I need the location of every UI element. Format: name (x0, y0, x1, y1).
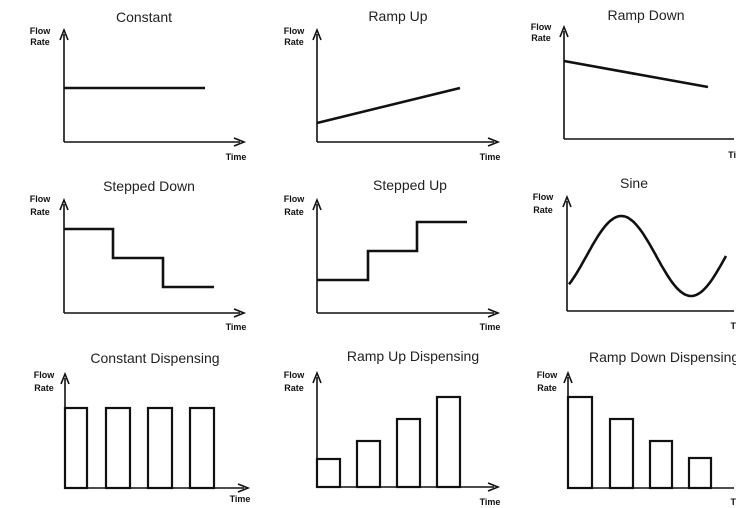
x-axis-label: Time (480, 497, 501, 507)
panel-title: Sine (620, 175, 648, 191)
panel-title: Stepped Up (373, 177, 447, 193)
y-axis-label-line1: Flow (284, 194, 305, 204)
x-axis-label: Ti (728, 150, 736, 160)
dispense-bar (687, 456, 713, 490)
x-axis-label: Time (226, 322, 247, 332)
dispense-bar (63, 406, 89, 490)
y-axis-label-line2: Rate (531, 33, 551, 43)
y-axis-label-line1: Flow (30, 26, 51, 36)
x-axis-label: Time (230, 494, 251, 504)
y-axis-label-line2: Rate (30, 37, 50, 47)
flow-profile-line (64, 227, 214, 289)
y-axis (562, 194, 572, 311)
y-axis (59, 27, 69, 142)
panel-title: Stepped Down (103, 178, 195, 194)
y-axis-label-line1: Flow (34, 370, 55, 380)
y-axis-label-line1: Flow (284, 370, 305, 380)
panel-constant-dispensing: Constant Dispensing Flow Rate Time (34, 350, 251, 504)
x-axis-label: T (731, 321, 736, 331)
y-axis-label-line1: Flow (537, 370, 558, 380)
dispense-bar (608, 417, 635, 490)
flow-profile-line (317, 220, 467, 282)
panel-title: Ramp Down (607, 7, 684, 23)
x-axis (317, 137, 501, 147)
x-axis-label: Time (480, 322, 501, 332)
dispense-bar (395, 417, 422, 489)
y-axis-label-line2: Rate (30, 207, 50, 217)
dispense-bar (435, 395, 462, 489)
panel-ramp-down: Ramp Down Flow Rate Ti (531, 7, 736, 160)
panel-stepped-down: Stepped Down Flow Rate Time (30, 178, 247, 332)
y-axis (312, 27, 322, 142)
panel-ramp-down-dispensing: Ramp Down Dispensing Flow Rate T (537, 349, 736, 507)
x-axis-label: Time (480, 152, 501, 162)
y-axis-label-line2: Rate (284, 37, 304, 47)
dispense-bar (566, 395, 594, 490)
dispense-bar (146, 406, 174, 490)
dispense-bar (355, 439, 382, 489)
panel-title: Ramp Up Dispensing (347, 348, 479, 364)
panel-stepped-up: Stepped Up Flow Rate Time (284, 177, 501, 332)
y-axis-label-line1: Flow (30, 194, 51, 204)
dispense-bar (104, 406, 132, 490)
x-axis-label: T (731, 497, 736, 507)
y-axis-label-line2: Rate (284, 383, 304, 393)
flow-profile-line (567, 214, 728, 298)
y-axis-label-line2: Rate (284, 207, 304, 217)
y-axis (59, 197, 69, 313)
flow-profile-line (316, 86, 461, 125)
y-axis-label-line1: Flow (533, 192, 554, 202)
y-axis-label-line1: Flow (531, 22, 552, 32)
panel-title: Ramp Down Dispensing (589, 349, 736, 365)
y-axis-label-line1: Flow (284, 26, 305, 36)
y-axis-label-line2: Rate (34, 383, 54, 393)
x-axis (64, 308, 247, 318)
dispense-bar (188, 406, 216, 490)
y-axis (559, 24, 569, 139)
panel-ramp-up: Ramp Up Flow Rate Time (284, 8, 501, 162)
panel-title: Constant (116, 9, 172, 25)
x-axis (64, 137, 247, 147)
panel-constant: Constant Flow Rate Time (30, 9, 247, 162)
x-axis (317, 308, 501, 318)
y-axis-label-line2: Rate (537, 383, 557, 393)
flow-profile-line (563, 59, 709, 89)
panel-title: Constant Dispensing (90, 350, 219, 366)
panel-ramp-up-dispensing: Ramp Up Dispensing Flow Rate Time (284, 348, 501, 507)
dispense-bar (648, 439, 674, 490)
x-axis-label: Time (226, 152, 247, 162)
panel-sine: Sine Flow Rate T (533, 175, 736, 331)
y-axis (312, 197, 322, 313)
dispense-bar (315, 457, 342, 489)
y-axis-label-line2: Rate (533, 205, 553, 215)
panel-title: Ramp Up (368, 8, 427, 24)
